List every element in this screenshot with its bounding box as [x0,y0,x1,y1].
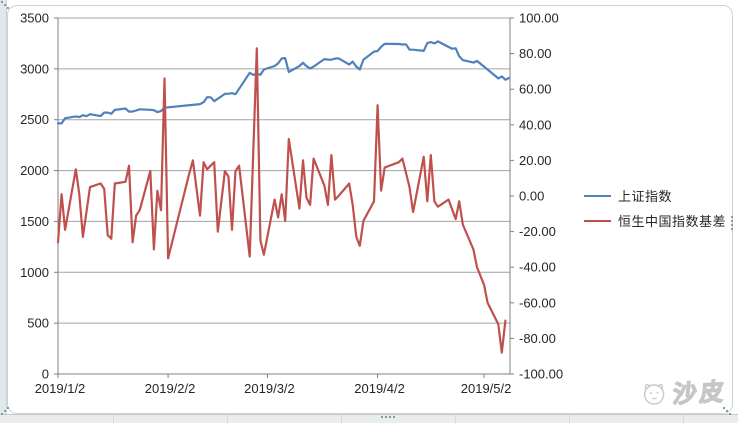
handle-dot [1,1,3,3]
legend-item-shanghai-index[interactable]: 上证指数 [584,183,726,208]
watermark: 沙皮 [637,372,728,412]
left-axis-tick-label: 3000 [20,61,49,76]
handle-dot [731,228,733,230]
handle-dot [381,416,383,418]
left-axis-tick-label: 2000 [20,163,49,178]
handle-dot [731,220,733,222]
left-axis-tick-label: 1000 [20,265,49,280]
handle-dot [726,410,728,412]
legend-label: 恒生中国指数基差 [618,214,727,229]
right-axis-tick-label: 80.00 [519,46,552,61]
x-axis-tick-label: 2019/1/2 [35,381,86,396]
right-axis-tick-label: 60.00 [519,82,552,97]
right-axis-tick-label: -100.00 [519,367,563,382]
left-axis-tick-label: 0 [42,367,49,382]
right-axis-tick-label: -60.00 [519,295,556,310]
handle-dot [7,7,9,9]
right-axis-tick-label: 0.00 [519,189,544,204]
handle-dot [7,407,9,409]
left-axis-tick-label: 500 [27,316,49,331]
right-axis-tick-label: -40.00 [519,260,556,275]
left-axis-tick-label: 1500 [20,214,49,229]
x-axis-tick-label: 2019/5/2 [461,381,512,396]
series-line-0[interactable] [56,40,510,125]
x-axis-tick-label: 2019/3/2 [244,381,295,396]
left-axis-tick-label: 3500 [20,11,49,26]
handle-dot [1,413,3,415]
handle-dot [4,410,6,412]
handle-dot [4,4,6,6]
watermark-text: 沙皮 [671,378,729,409]
legend-item-hscei-basis[interactable]: 恒生中国指数基差 [584,208,726,233]
legend-label: 上证指数 [618,189,673,204]
left-axis-tick-label: 2500 [20,112,49,127]
handle-dot [729,413,731,415]
x-axis-tick-label: 2019/2/2 [145,381,196,396]
dog-face-icon [643,383,665,405]
legend-line-sample-red [584,219,611,222]
handle-dot [389,416,391,418]
sheet-cells-row [0,414,738,423]
handle-dot [723,407,725,409]
chart-legend: 上证指数 恒生中国指数基差 [584,183,726,233]
right-axis-tick-label: 40.00 [519,117,552,132]
handle-dot [731,224,733,226]
legend-line-sample-blue [584,194,611,197]
right-axis-tick-label: 20.00 [519,153,552,168]
chart-canvas[interactable]: 3500 3000 2500 2000 1500 1000 500 0 100.00 80.00 6… [0,0,738,414]
right-axis-tick-label: -20.00 [519,224,556,239]
series-line-1[interactable] [56,47,507,354]
right-axis-tick-label: -80.00 [519,331,556,346]
handle-dot [731,216,733,218]
handle-dot [385,416,387,418]
right-axis-tick-label: 100.00 [519,11,559,26]
x-axis-tick-label: 2019/4/2 [354,381,405,396]
sheet-left-margin [0,0,7,414]
handle-dot [393,416,395,418]
